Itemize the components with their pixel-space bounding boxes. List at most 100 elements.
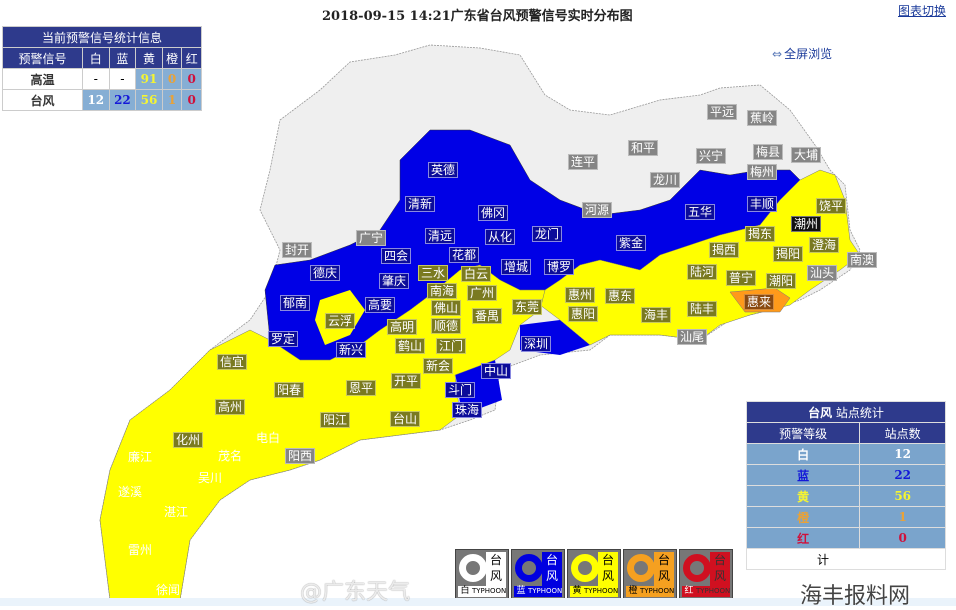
county-label[interactable]: 徐闻 (155, 583, 181, 597)
county-label[interactable]: 郁南 (279, 295, 311, 311)
county-label[interactable]: 台山 (389, 411, 421, 427)
county-label[interactable]: 信宜 (216, 354, 248, 370)
county-label[interactable]: 平远 (706, 104, 738, 120)
county-label[interactable]: 德庆 (309, 265, 341, 281)
fullscreen-button[interactable]: ⇔ 全屏浏览 (772, 45, 832, 62)
county-label[interactable]: 河源 (581, 202, 613, 218)
county-label[interactable]: 惠来 (743, 294, 775, 310)
county-label[interactable]: 惠阳 (567, 306, 599, 322)
count-red[interactable]: 0 (181, 68, 202, 90)
county-label[interactable]: 深圳 (520, 336, 552, 352)
signal-name: 高温 (2, 68, 83, 90)
county-label[interactable]: 珠海 (451, 402, 483, 418)
county-label[interactable]: 化州 (172, 432, 204, 448)
county-label[interactable]: 云浮 (324, 313, 356, 329)
county-label[interactable]: 梅州 (746, 164, 778, 180)
chart-switch-link[interactable]: 图表切换 (898, 4, 947, 18)
county-label[interactable]: 佛山 (430, 300, 462, 316)
county-label[interactable]: 鹤山 (394, 338, 426, 354)
county-label[interactable]: 清新 (404, 196, 436, 212)
count-yellow[interactable]: 91 (135, 68, 163, 90)
county-label[interactable]: 博罗 (543, 259, 575, 275)
count-orange[interactable]: 0 (161, 68, 183, 90)
county-label[interactable]: 阳春 (273, 382, 305, 398)
county-label[interactable]: 吴川 (197, 471, 223, 485)
count-blue[interactable]: 22 (108, 89, 137, 111)
county-label[interactable]: 阳江 (319, 412, 351, 428)
county-label[interactable]: 湛江 (163, 505, 189, 519)
count-orange[interactable]: 1 (161, 89, 183, 111)
county-label[interactable]: 番禺 (471, 308, 503, 324)
county-label[interactable]: 大埔 (790, 147, 822, 163)
county-label[interactable]: 电白 (255, 431, 281, 445)
county-label[interactable]: 饶平 (815, 198, 847, 214)
county-label[interactable]: 廉江 (127, 450, 153, 464)
county-label[interactable]: 增城 (500, 259, 532, 275)
count-white[interactable]: 12 (82, 89, 110, 111)
county-label[interactable]: 顺德 (430, 318, 462, 334)
county-label[interactable]: 茂名 (217, 449, 243, 463)
county-label[interactable]: 雷州 (127, 543, 153, 557)
county-label[interactable]: 揭阳 (772, 246, 804, 262)
count-red[interactable]: 0 (181, 89, 202, 111)
county-label[interactable]: 五华 (684, 204, 716, 220)
county-label[interactable]: 连平 (567, 154, 599, 170)
county-label[interactable]: 清远 (424, 228, 456, 244)
county-label[interactable]: 高明 (386, 319, 418, 335)
county-label[interactable]: 东莞 (511, 299, 543, 315)
county-label[interactable]: 恩平 (345, 380, 377, 396)
county-label[interactable]: 潮阳 (765, 273, 797, 289)
county-label[interactable]: 陆河 (686, 264, 718, 280)
county-label[interactable]: 阳西 (284, 448, 316, 464)
county-label[interactable]: 陆丰 (686, 301, 718, 317)
county-label[interactable]: 龙门 (531, 226, 563, 242)
county-label[interactable]: 惠东 (604, 288, 636, 304)
county-label[interactable]: 揭西 (708, 242, 740, 258)
county-label[interactable]: 蕉岭 (746, 110, 778, 126)
county-label[interactable]: 海丰 (640, 307, 672, 323)
county-label[interactable]: 和平 (627, 140, 659, 156)
county-label[interactable]: 澄海 (808, 237, 840, 253)
county-label[interactable]: 四会 (380, 248, 412, 264)
county-label[interactable]: 广宁 (355, 230, 387, 246)
column-header: 白 (82, 47, 110, 69)
county-label[interactable]: 龙川 (649, 172, 681, 188)
county-label[interactable]: 新兴 (335, 342, 367, 358)
county-label[interactable]: 惠州 (564, 287, 596, 303)
county-label[interactable]: 白云 (460, 266, 492, 282)
county-label[interactable]: 花都 (448, 247, 480, 263)
county-label[interactable]: 紫金 (615, 235, 647, 251)
legend-name: 台风 (542, 552, 562, 587)
county-label[interactable]: 斗门 (444, 382, 476, 398)
level: 白 (745, 443, 861, 465)
county-label[interactable]: 汕头 (806, 265, 838, 281)
county-label[interactable]: 高要 (364, 297, 396, 313)
county-label[interactable]: 佛冈 (477, 205, 509, 221)
county-label[interactable]: 三水 (417, 265, 449, 281)
legend-level: 蓝 (514, 586, 528, 597)
county-label[interactable]: 普宁 (725, 270, 757, 286)
county-label[interactable]: 肇庆 (378, 273, 410, 289)
county-label[interactable]: 广州 (466, 285, 498, 301)
county-label[interactable]: 汕尾 (676, 329, 708, 345)
county-label[interactable]: 兴宁 (695, 148, 727, 164)
county-label[interactable]: 南海 (426, 283, 458, 299)
county-label[interactable]: 开平 (390, 373, 422, 389)
county-label[interactable]: 高州 (214, 399, 246, 415)
county-label[interactable]: 罗定 (267, 331, 299, 347)
county-label[interactable]: 遂溪 (117, 485, 143, 499)
county-label[interactable]: 梅县 (752, 144, 784, 160)
county-label[interactable]: 江门 (435, 338, 467, 354)
count-yellow[interactable]: 56 (135, 89, 163, 111)
county-label[interactable]: 丰顺 (746, 196, 778, 212)
county-label[interactable]: 揭东 (744, 226, 776, 242)
legend-red: 台风红 TYPHOON (679, 549, 733, 600)
column-header: 蓝 (108, 47, 137, 69)
county-label[interactable]: 南澳 (846, 252, 878, 268)
county-label[interactable]: 封开 (281, 242, 313, 258)
county-label[interactable]: 中山 (480, 363, 512, 379)
county-label[interactable]: 英德 (427, 162, 459, 178)
county-label[interactable]: 新会 (422, 358, 454, 374)
county-label[interactable]: 潮州 (790, 216, 822, 232)
county-label[interactable]: 从化 (484, 229, 516, 245)
